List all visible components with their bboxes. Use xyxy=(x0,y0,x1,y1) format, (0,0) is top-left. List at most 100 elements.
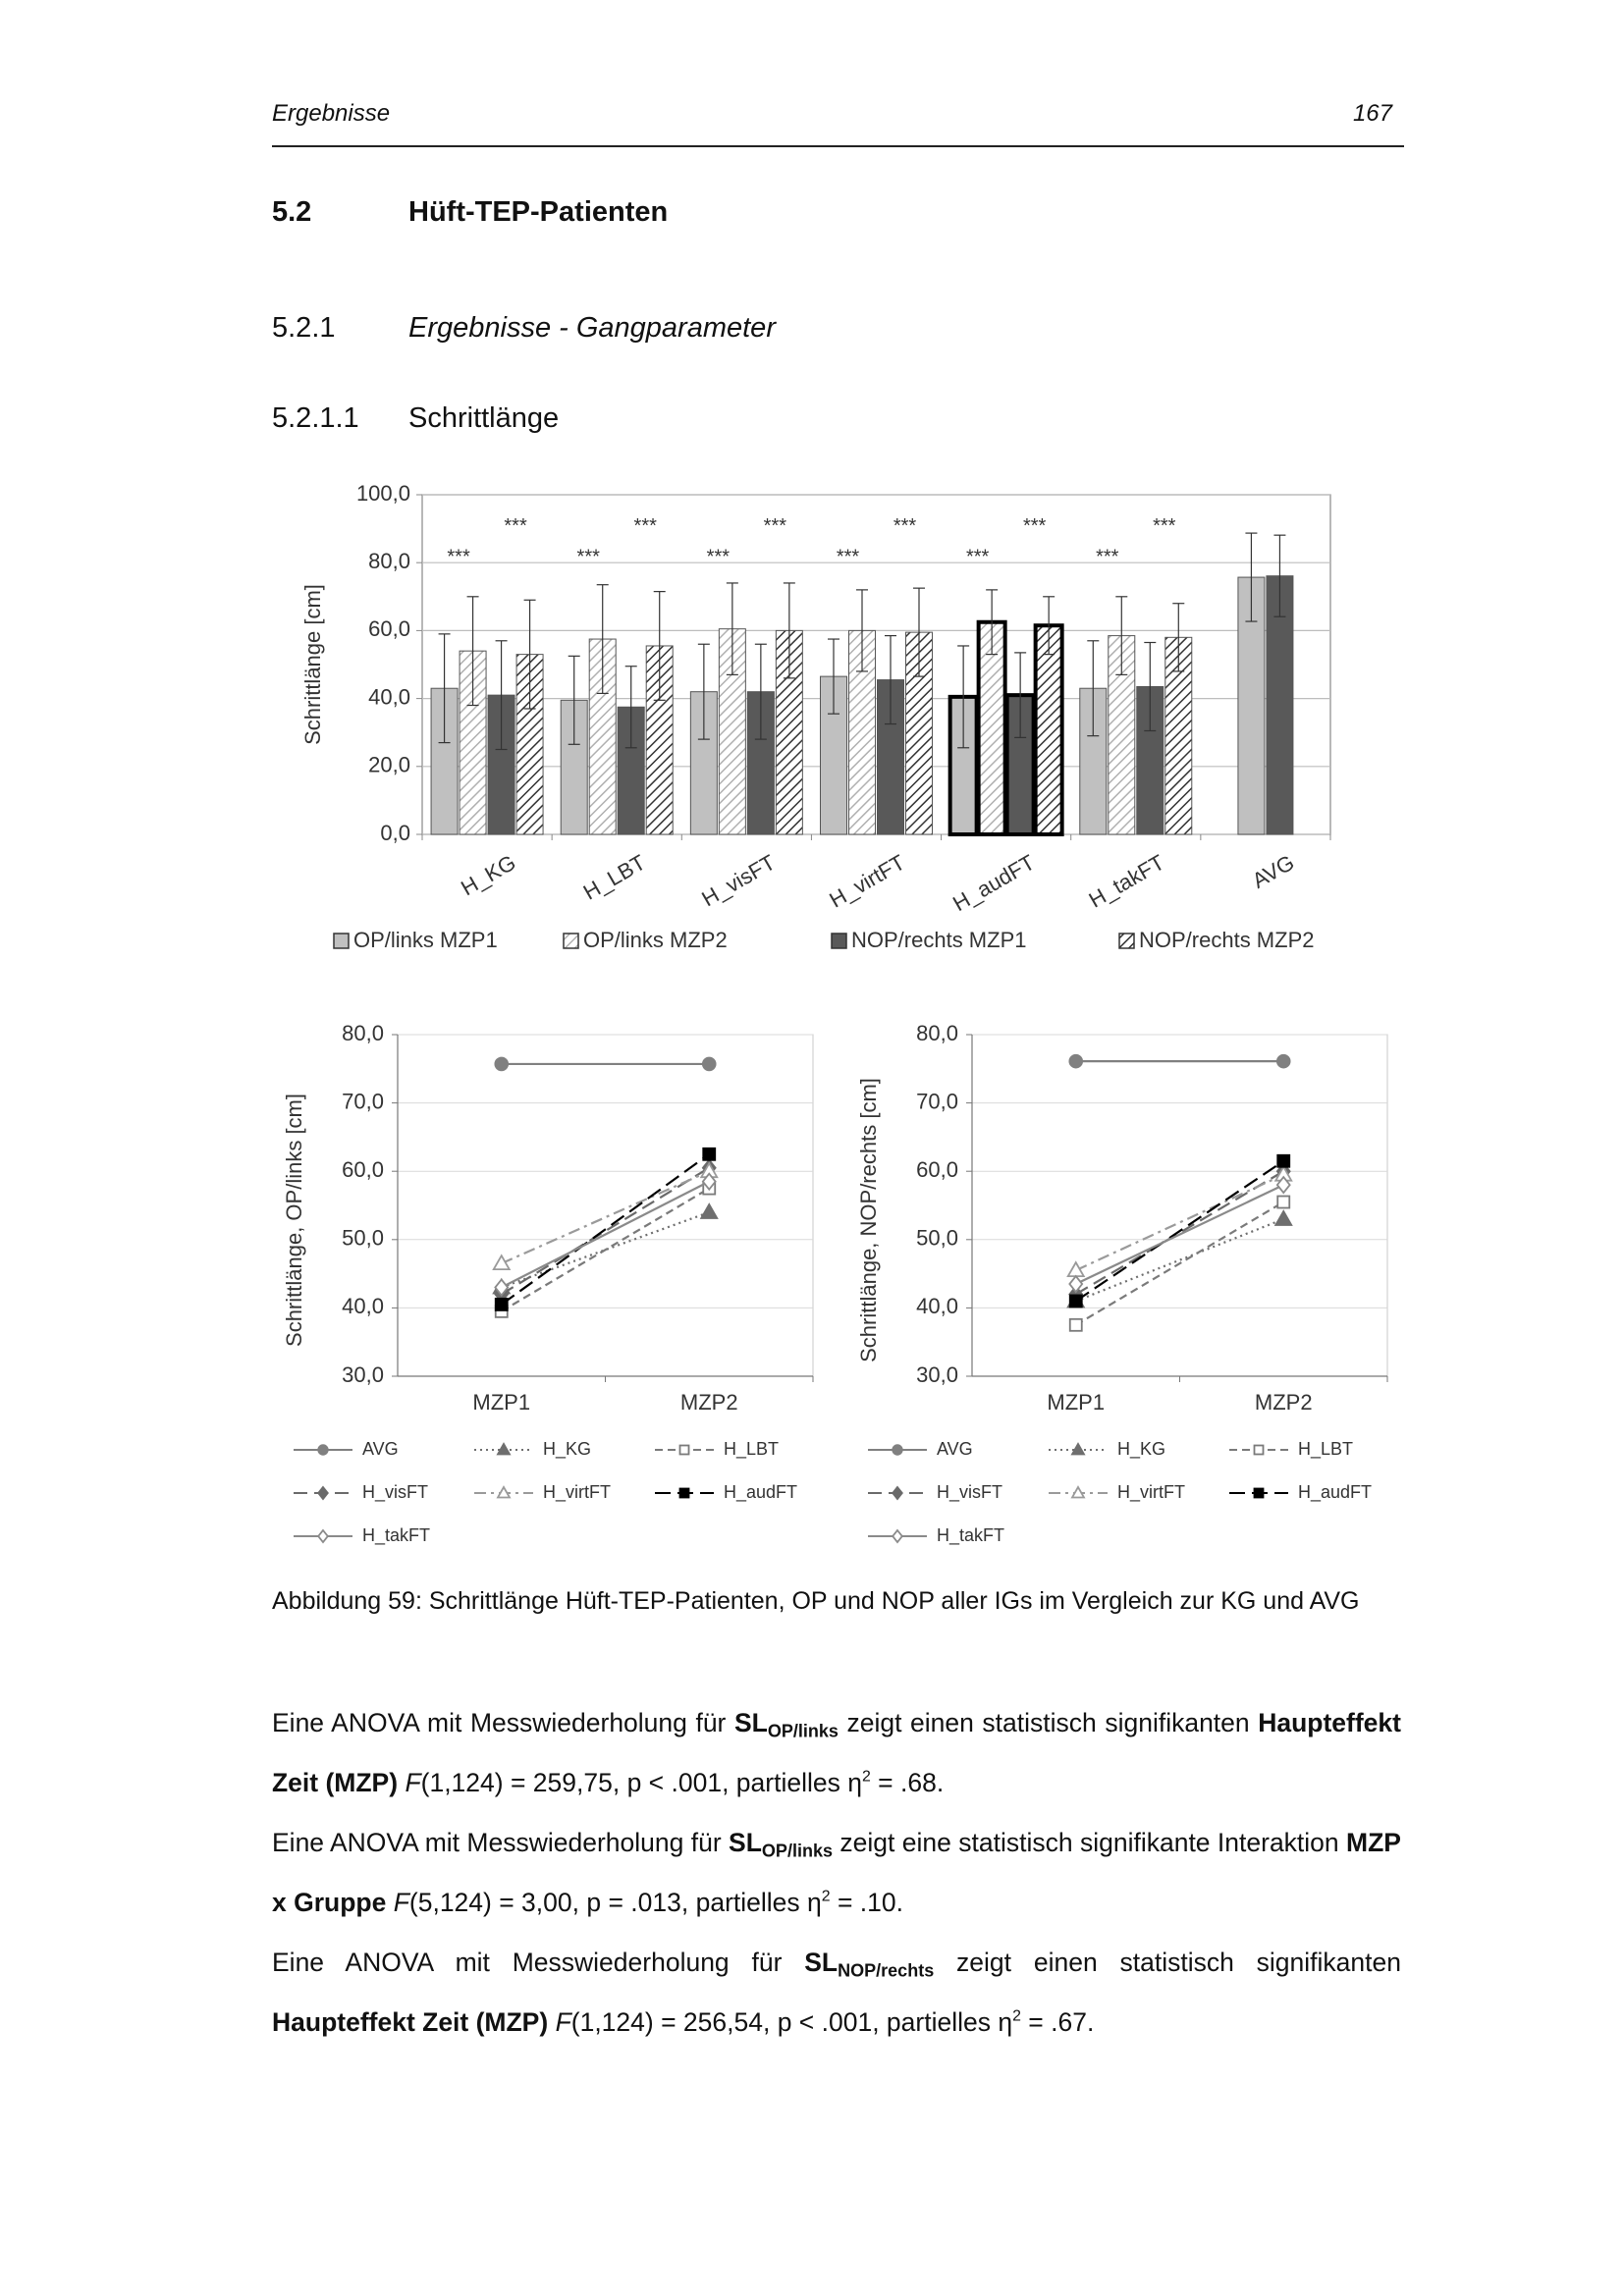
data-point xyxy=(1276,1153,1291,1168)
x-tick-label: MZP2 xyxy=(680,1390,738,1415)
data-point xyxy=(701,1172,717,1192)
significance-marker: *** xyxy=(1153,515,1176,537)
body-text: Eine ANOVA mit Messwiederholung für SLOP… xyxy=(272,1693,1401,2053)
y-axis-label: Schrittlänge, OP/links [cm] xyxy=(282,1094,306,1347)
significance-marker: *** xyxy=(893,515,917,537)
legend-label: NOP/rechts MZP2 xyxy=(1139,928,1314,952)
x-tick-label: H_LBT xyxy=(579,850,650,905)
legend-marker xyxy=(1070,1442,1086,1456)
text-run xyxy=(386,1888,393,1917)
bar-chart: 0,0 20,0 40,0 60,0 80,0 100,0 Schrittlänge [cm… xyxy=(300,481,1331,952)
text-run: SL xyxy=(729,1828,762,1857)
section-number: 5.2.1.1 xyxy=(272,402,359,434)
series-line xyxy=(1075,1184,1284,1286)
legend-label: OP/links MZP2 xyxy=(583,928,728,952)
y-tick-label: 80,0 xyxy=(916,1021,958,1045)
legend-marker xyxy=(317,1485,329,1501)
legend-marker xyxy=(317,1528,329,1544)
legend-label: H_takFT xyxy=(362,1525,430,1546)
data-point xyxy=(699,1202,719,1219)
x-tick-label: MZP1 xyxy=(1047,1390,1105,1415)
legend-marker xyxy=(496,1442,512,1456)
header-rule xyxy=(272,145,1404,147)
legend-label: H_KG xyxy=(543,1439,591,1460)
significance-marker: *** xyxy=(966,546,990,567)
text-run: OP/links xyxy=(761,1841,834,1861)
section-title: Hüft-TEP-Patienten xyxy=(408,196,669,228)
legend-label: H_LBT xyxy=(724,1439,779,1460)
legend-label: H_LBT xyxy=(1298,1439,1353,1460)
text-run: zeigt einen statistisch signifikan­ten xyxy=(934,1948,1401,1977)
series-line xyxy=(1075,1159,1284,1303)
y-tick-label: 30,0 xyxy=(916,1362,958,1387)
text-run: Haupteffekt Zeit (MZP) xyxy=(272,2007,549,2037)
y-tick-label: 20,0 xyxy=(368,753,410,777)
text-run: = .10. xyxy=(830,1888,903,1917)
data-point xyxy=(494,1056,510,1072)
x-tick-label: H_KG xyxy=(457,850,519,901)
legend-label: H_visFT xyxy=(937,1482,1002,1503)
legend-marker xyxy=(678,1487,690,1499)
y-tick-label: 70,0 xyxy=(342,1089,384,1113)
section-title: Schrittlänge xyxy=(408,402,560,434)
legend-label: H_audFT xyxy=(1298,1482,1372,1503)
bar xyxy=(1033,623,1064,836)
data-point xyxy=(1276,1195,1291,1209)
significance-marker: *** xyxy=(447,546,470,567)
legend-marker xyxy=(892,1485,903,1501)
text-run: SL xyxy=(733,1708,768,1737)
significance-marker: *** xyxy=(504,515,527,537)
paragraph: Eine ANOVA mit Messwiederholung für SLNO… xyxy=(272,1933,1401,2053)
legend-marker xyxy=(1070,1485,1086,1499)
legend-label: H_visFT xyxy=(362,1482,428,1503)
plot-area xyxy=(421,494,1331,835)
legend-marker xyxy=(892,1444,903,1456)
text-run: Eine ANOVA mit Messwiederholung für xyxy=(272,1708,734,1737)
legend-label: H_audFT xyxy=(724,1482,797,1503)
y-tick-label: 50,0 xyxy=(342,1226,384,1251)
text-run: zeigt eine statistisch signifikante Inte… xyxy=(833,1828,1347,1857)
section-number: 5.2.1 xyxy=(272,312,336,344)
paragraph: Eine ANOVA mit Messwiederholung für SLOP… xyxy=(272,1693,1401,1813)
legend-label: H_virtFT xyxy=(1117,1482,1185,1503)
series-line xyxy=(1075,1173,1284,1272)
legend-swatch xyxy=(1118,933,1135,949)
text-run: 2 xyxy=(821,1888,831,1905)
x-tick-label: AVG xyxy=(1248,850,1298,893)
significance-marker: *** xyxy=(634,515,658,537)
legend-marker xyxy=(892,1528,903,1544)
line-chart: 30,0 40,0 50,0 60,0 70,0 80,0 Schrittlänge, NO… xyxy=(856,1021,1388,1546)
text-run: zeigt einen statistisch signifikanten xyxy=(838,1708,1259,1737)
data-point xyxy=(1068,1274,1084,1294)
legend-label: H_KG xyxy=(1117,1439,1165,1460)
data-point xyxy=(1275,1053,1291,1069)
significance-marker: *** xyxy=(1023,515,1047,537)
series-line xyxy=(501,1210,710,1289)
legend-marker xyxy=(317,1444,329,1456)
bar xyxy=(1266,575,1294,835)
x-tick-label: MZP1 xyxy=(472,1390,530,1415)
text-run: Eine ANOVA mit Messwiederholung für xyxy=(272,1828,730,1857)
y-tick-label: 0,0 xyxy=(380,821,410,845)
line-chart: 30,0 40,0 50,0 60,0 70,0 80,0 Schrittlänge, OP… xyxy=(282,1021,814,1546)
data-point xyxy=(1068,1294,1083,1308)
plot-area xyxy=(971,1034,1388,1377)
x-tick-label: H_audFT xyxy=(948,850,1039,917)
y-tick-label: 40,0 xyxy=(342,1294,384,1318)
text-run: (1,124) = 256,54, p < .001, partielles η xyxy=(570,2007,1013,2037)
text-run: MZP x Gruppe xyxy=(272,1828,1401,1917)
data-point xyxy=(702,1147,717,1161)
data-point xyxy=(1275,1175,1291,1195)
text-run: Haupteffekt Zeit (MZP) xyxy=(272,1708,1401,1797)
y-axis-label: Schrittlänge [cm] xyxy=(300,584,325,745)
y-tick-label: 40,0 xyxy=(916,1294,958,1318)
significance-marker: *** xyxy=(577,546,601,567)
y-tick-label: 30,0 xyxy=(342,1362,384,1387)
data-point xyxy=(494,1298,509,1311)
data-point xyxy=(1068,1317,1083,1332)
text-run: Eine ANOVA mit Messwiederholung für xyxy=(272,1948,805,1977)
significance-marker: *** xyxy=(837,546,860,567)
data-point xyxy=(492,1254,512,1271)
legend-label: NOP/rechts MZP1 xyxy=(851,928,1026,952)
